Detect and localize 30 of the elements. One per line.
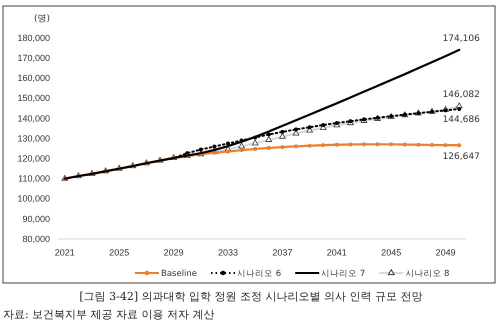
y-axis-title: (명) (34, 14, 50, 24)
y-tick-label: 80,000 (22, 234, 50, 244)
x-tick-label: 2025 (109, 247, 130, 258)
legend-label: 시나리오 7 (321, 269, 366, 279)
y-tick-label: 180,000 (17, 32, 50, 43)
text: 자료: 보건복지부 제공 자료 이용 저자 계산 (3, 308, 215, 321)
y-tick-label: 110,000 (18, 174, 50, 184)
x-tick-label: 2029 (164, 247, 184, 258)
x-tick-label: 2041 (326, 247, 347, 258)
y-tick-label: 90,000 (22, 214, 50, 224)
y-tick-label: 140,000 (17, 113, 50, 124)
legend-label: 시나리오 8 (405, 269, 450, 279)
x-tick-label: 2049 (436, 247, 456, 258)
y-tick-label: 170,000 (17, 52, 50, 63)
y-tick-label: 160,000 (17, 73, 50, 84)
text: [그림 3-42] 의과대학 입학 정원 조정 시나리오별 의사 인력 규모 전망 (79, 290, 423, 303)
x-tick-label: 2037 (272, 247, 292, 258)
y-tick-label: 120,000 (17, 153, 50, 164)
y-tick-label: 150,000 (17, 93, 50, 104)
y-tick-label: 100,000 (17, 194, 50, 204)
y-tick-label: 130,000 (17, 133, 50, 144)
data-label: 126,647 (442, 152, 480, 162)
data-label: 144,686 (442, 114, 480, 125)
data-label: 146,082 (442, 90, 480, 100)
x-tick-label: 2033 (218, 247, 238, 258)
data-label: 174,106 (442, 34, 480, 44)
x-tick-label: 2021 (54, 247, 75, 258)
x-tick-label: 2045 (381, 247, 402, 258)
legend-label: Baseline (161, 269, 198, 279)
legend-label: 시나리오 6 (237, 269, 282, 279)
